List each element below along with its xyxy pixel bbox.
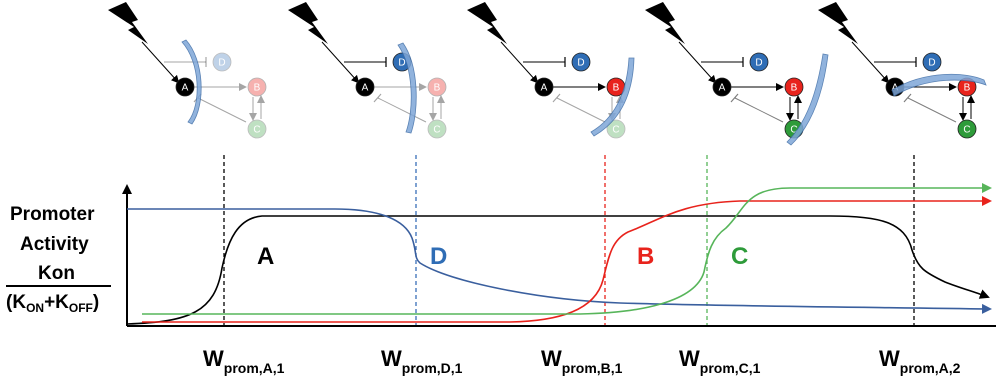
signal-arrow xyxy=(141,41,180,84)
node-c-label: C xyxy=(253,125,260,136)
window-label-c1-main: W xyxy=(679,346,700,371)
denom-close: ) xyxy=(93,292,99,313)
node-d-label: D xyxy=(398,58,405,69)
activation-wave-icon xyxy=(397,42,417,134)
node-d-label: D xyxy=(755,58,762,69)
node-a: A xyxy=(175,77,195,97)
network-edges xyxy=(701,57,802,123)
signal-arrow xyxy=(851,41,890,84)
node-d-label: D xyxy=(218,58,225,69)
node-c: C xyxy=(606,119,626,139)
window-dashed-lines xyxy=(223,155,915,326)
window-label-a2: Wprom,A,2 xyxy=(879,346,961,376)
node-c: C xyxy=(957,119,977,139)
node-c-label: C xyxy=(790,125,797,136)
window-label-a2-main: W xyxy=(879,346,900,371)
window-label-b1-main: W xyxy=(541,346,562,371)
lightning-bolt-icon xyxy=(108,2,148,44)
curve-label-a: A xyxy=(257,243,274,270)
node-d: D xyxy=(571,52,591,72)
window-label-a1-sub: prom,A,1 xyxy=(224,360,285,376)
node-b: B xyxy=(427,77,447,97)
node-a-label: A xyxy=(541,83,548,94)
activity-curves xyxy=(126,183,992,325)
node-a-label: A xyxy=(719,83,726,94)
lightning-bolt-icon xyxy=(288,2,328,44)
node-c-label: C xyxy=(612,125,619,136)
y-label-denominator: (KON+KOFF) xyxy=(6,292,99,315)
denom-k: K xyxy=(12,292,26,313)
network-panel-4: D A B C xyxy=(645,2,829,146)
node-b-label: B xyxy=(613,83,620,94)
lightning-bolt-icon xyxy=(645,2,685,44)
window-label-c1-sub: prom,C,1 xyxy=(700,360,761,376)
curve-label-b: B xyxy=(637,243,654,270)
node-c-label: C xyxy=(963,125,970,136)
node-d-label: D xyxy=(577,58,584,69)
network-panel-2: D A B C xyxy=(288,2,447,139)
node-d: D xyxy=(212,52,232,72)
node-d: D xyxy=(922,52,942,72)
window-label-c1: Wprom,C,1 xyxy=(679,346,761,376)
activation-wave-icon xyxy=(891,73,987,97)
signal-arrow xyxy=(321,41,360,84)
denom-open: ( xyxy=(6,292,13,313)
y-label-line1: Promoter xyxy=(10,204,95,225)
node-b-label: B xyxy=(791,83,798,94)
y-label-numerator: Kon xyxy=(38,263,75,284)
y-label-line2: Activity xyxy=(20,234,89,255)
node-c: C xyxy=(247,119,267,139)
window-label-a1-main: W xyxy=(203,346,224,371)
curve-d xyxy=(127,208,992,314)
node-d: D xyxy=(749,52,769,72)
node-a-label: A xyxy=(362,83,369,94)
signal-arrow xyxy=(500,41,539,84)
network-edges xyxy=(344,57,445,123)
signal-arrow xyxy=(678,41,717,84)
node-b: B xyxy=(247,77,267,97)
node-c: C xyxy=(427,119,447,139)
node-d-label: D xyxy=(928,58,935,69)
window-label-d1: Wprom,D,1 xyxy=(381,346,463,376)
network-edges xyxy=(164,57,265,123)
curve-label-c: C xyxy=(731,243,748,270)
network-panels: DABCDABCDABCDABCDABC xyxy=(108,2,987,146)
window-label-d1-main: W xyxy=(381,346,402,371)
denom-sub-off: OFF xyxy=(69,301,93,315)
window-labels: Wprom,A,1 Wprom,D,1 Wprom,B,1 Wprom,C,1 … xyxy=(203,346,961,376)
curve-label-d: D xyxy=(430,243,447,270)
window-label-b1: Wprom,B,1 xyxy=(541,346,623,376)
node-b-label: B xyxy=(964,83,971,94)
node-a-label: A xyxy=(182,83,189,94)
activation-wave-icon xyxy=(786,53,829,146)
window-label-a2-sub: prom,A,2 xyxy=(900,360,961,376)
node-b-label: B xyxy=(434,83,441,94)
node-b: B xyxy=(784,77,804,97)
lightning-bolt-icon xyxy=(818,2,858,44)
curve-b xyxy=(142,196,992,323)
node-a: A xyxy=(355,77,375,97)
network-panel-1: D A B C xyxy=(108,2,267,139)
lightning-bolt-icon xyxy=(467,2,507,44)
window-label-b1-sub: prom,B,1 xyxy=(562,360,623,376)
curve-c xyxy=(142,183,992,315)
denom-sub-on: ON xyxy=(26,301,44,315)
window-label-d1-sub: prom,D,1 xyxy=(402,360,463,376)
curve-a xyxy=(126,215,990,325)
node-c-label: C xyxy=(433,125,440,136)
window-label-a1: Wprom,A,1 xyxy=(203,346,285,376)
activation-wave-icon xyxy=(181,39,202,125)
node-a: A xyxy=(712,77,732,97)
node-b-label: B xyxy=(254,83,261,94)
node-a: A xyxy=(534,77,554,97)
denom-plus-k: +K xyxy=(44,292,69,313)
y-axis-label: Promoter Activity Kon (KON+KOFF) xyxy=(6,204,111,315)
network-edges xyxy=(874,57,975,123)
activation-wave-icon xyxy=(590,57,635,137)
network-panel-3: D A B C xyxy=(467,2,635,139)
